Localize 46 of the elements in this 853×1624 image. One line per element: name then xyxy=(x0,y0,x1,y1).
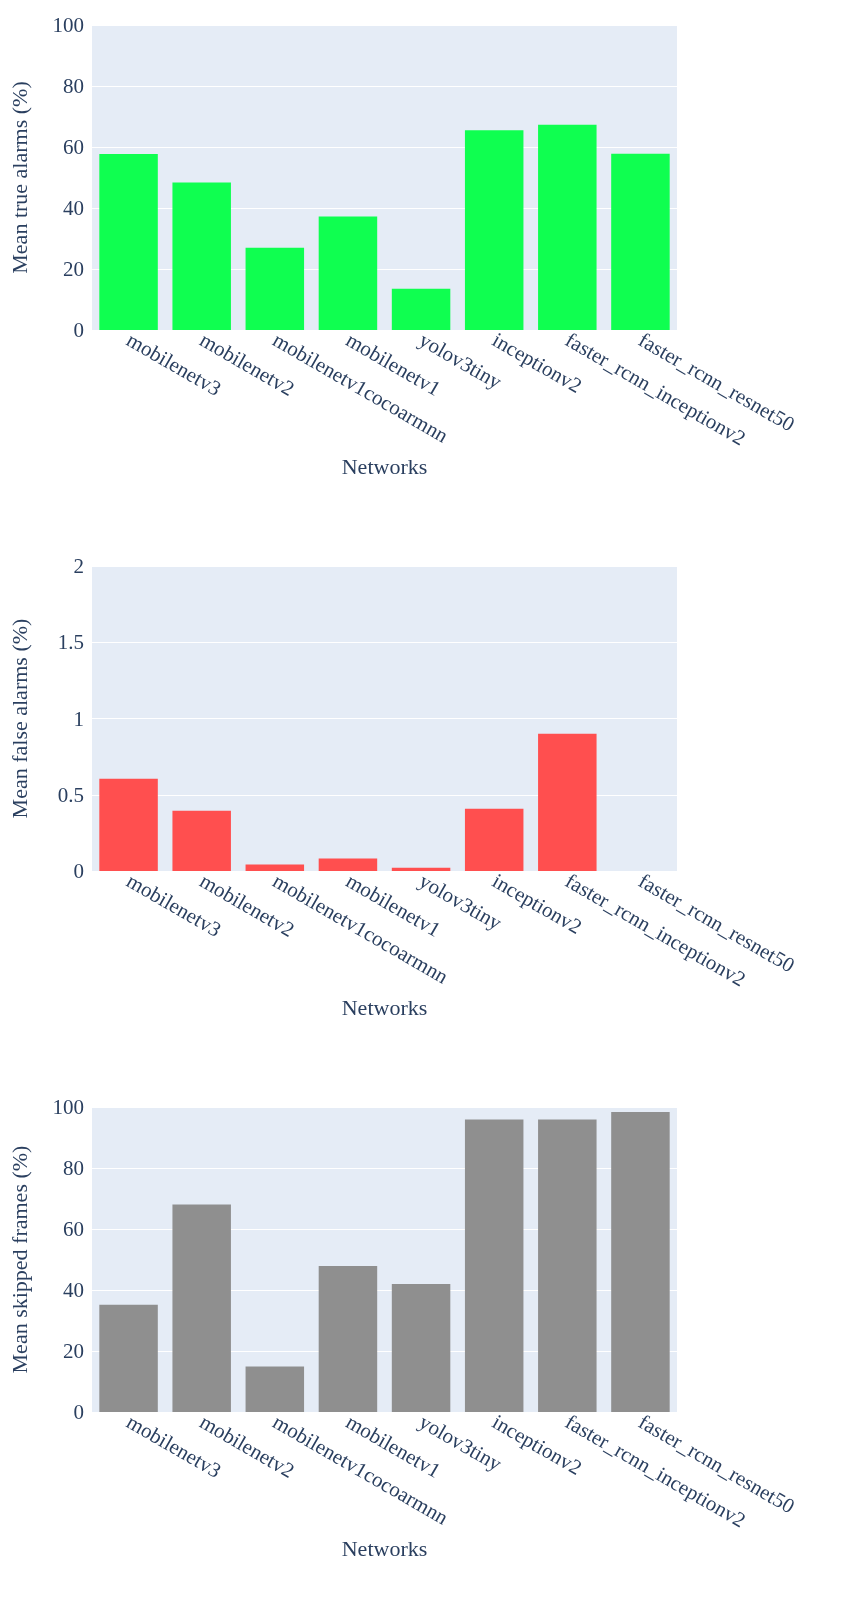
y-tick-label: 1.5 xyxy=(57,630,84,655)
bar xyxy=(538,733,597,871)
bar xyxy=(99,778,158,871)
bar xyxy=(99,154,158,330)
bar xyxy=(538,1119,597,1412)
bar xyxy=(611,153,670,330)
y-tick-label: 40 xyxy=(63,196,84,220)
bar xyxy=(172,182,231,330)
bar xyxy=(391,288,451,330)
bar xyxy=(464,1119,524,1412)
y-tick-label: 100 xyxy=(52,1095,84,1119)
y-tick-label: 40 xyxy=(63,1278,84,1302)
y-tick-label: 100 xyxy=(52,13,84,37)
bar xyxy=(172,1204,231,1412)
bar xyxy=(245,864,305,871)
bar xyxy=(245,1366,305,1412)
y-tick-label: 0.5 xyxy=(57,782,84,807)
y-tick-label: 1 xyxy=(73,706,84,731)
y-tick-label: 0 xyxy=(73,318,84,342)
x-axis-title: Networks xyxy=(341,1536,428,1562)
bar xyxy=(391,867,451,871)
y-tick-label: 20 xyxy=(63,257,84,281)
y-tick-label: 0 xyxy=(73,1400,84,1424)
bar xyxy=(391,1283,451,1412)
bar xyxy=(318,1265,378,1412)
y-axis-title: Mean skipped frames (%) xyxy=(6,1145,32,1374)
bar xyxy=(318,216,378,330)
y-tick-label: 60 xyxy=(63,135,84,159)
y-tick-label: 20 xyxy=(63,1339,84,1363)
bar xyxy=(464,808,524,871)
bar xyxy=(99,1304,158,1412)
y-tick-label: 80 xyxy=(63,74,84,98)
x-axis-title: Networks xyxy=(341,995,428,1021)
bar xyxy=(464,130,524,330)
bar xyxy=(318,858,378,871)
bar xyxy=(538,124,597,330)
bar xyxy=(611,1111,670,1412)
y-tick-label: 80 xyxy=(63,1156,84,1180)
bar xyxy=(172,810,231,871)
y-axis-title: Mean true alarms (%) xyxy=(6,81,32,274)
y-tick-label: 0 xyxy=(73,859,84,883)
x-axis-title: Networks xyxy=(341,454,428,480)
y-tick-label: 2 xyxy=(73,554,84,578)
y-tick-label: 60 xyxy=(63,1217,84,1241)
y-axis-title: Mean false alarms (%) xyxy=(6,618,32,819)
bar xyxy=(245,247,305,330)
